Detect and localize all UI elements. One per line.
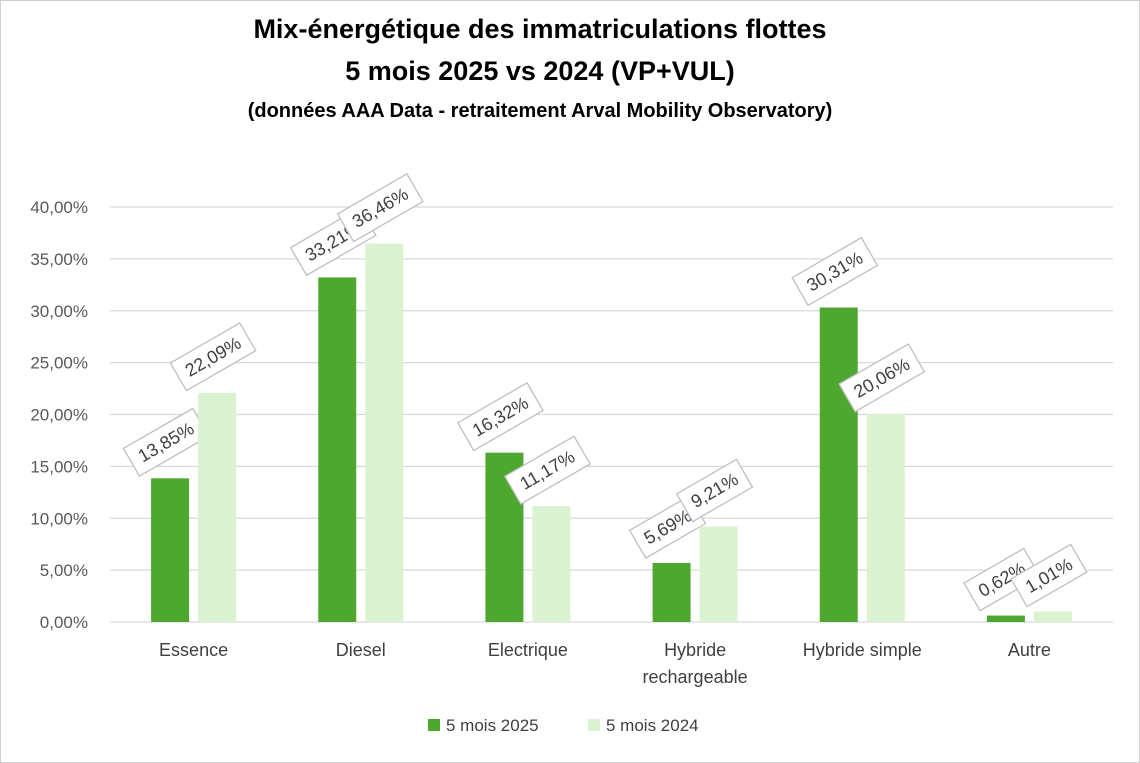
- bar: [819, 307, 858, 622]
- x-tick-label: Hybride: [664, 640, 726, 660]
- x-tick-label: Autre: [1008, 640, 1051, 660]
- data-label-box: [503, 435, 591, 505]
- data-label: 36,46%: [336, 172, 424, 243]
- legend-label: 5 mois 2024: [606, 716, 699, 735]
- bar: [986, 615, 1025, 622]
- data-label-box: [456, 381, 544, 452]
- data-label-box: [675, 458, 754, 523]
- data-label-box: [169, 322, 257, 392]
- chart-note: (données AAA Data - retraitement Arval M…: [247, 100, 833, 122]
- y-tick-label: 25,00%: [30, 354, 88, 373]
- x-tick-label: Diesel: [336, 640, 386, 660]
- data-label-box: [838, 343, 926, 413]
- chart-title: Mix-énergétique des immatriculations flo…: [253, 14, 827, 44]
- data-label-box: [791, 236, 879, 307]
- data-label: 30,31%: [791, 236, 879, 307]
- y-tick-label: 40,00%: [30, 198, 88, 217]
- bar: [365, 243, 404, 623]
- data-label: 16,32%: [456, 381, 544, 452]
- legend-swatch: [428, 719, 440, 731]
- x-tick-label: Electrique: [488, 640, 568, 660]
- bar: [866, 413, 905, 622]
- y-tick-label: 15,00%: [30, 457, 88, 476]
- data-label-box: [1010, 543, 1088, 608]
- data-label: 11,17%: [503, 435, 591, 505]
- y-tick-label: 35,00%: [30, 250, 88, 269]
- y-tick-label: 20,00%: [30, 406, 88, 425]
- bar: [1033, 611, 1072, 622]
- legend-label: 5 mois 2025: [446, 716, 539, 735]
- data-label: 22,09%: [169, 322, 257, 392]
- x-tick-label: Hybride simple: [803, 640, 922, 660]
- chart-subtitle: 5 mois 2025 vs 2024 (VP+VUL): [345, 56, 735, 86]
- x-tick-label: rechargeable: [643, 667, 748, 687]
- y-tick-label: 30,00%: [30, 302, 88, 321]
- data-label-box: [336, 172, 424, 243]
- x-tick-label: Essence: [159, 640, 228, 660]
- bar: [652, 562, 691, 622]
- legend-swatch: [588, 719, 600, 731]
- y-tick-label: 5,00%: [40, 561, 88, 580]
- bar: [198, 392, 237, 622]
- y-tick-label: 0,00%: [40, 613, 88, 632]
- data-label: 9,21%: [675, 458, 754, 523]
- bar: [532, 506, 571, 622]
- bar: [151, 478, 190, 622]
- y-tick-label: 10,00%: [30, 509, 88, 528]
- data-label-box: [963, 547, 1041, 612]
- bar: [318, 277, 357, 622]
- bar: [699, 526, 738, 622]
